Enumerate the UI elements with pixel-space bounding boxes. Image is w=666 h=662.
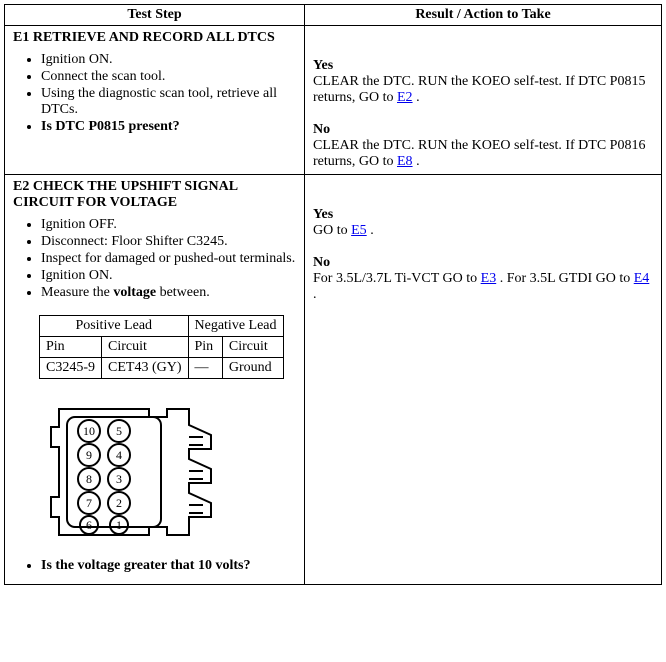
- pin-label: 2: [116, 496, 122, 510]
- list-item: Disconnect: Floor Shifter C3245.: [41, 234, 296, 250]
- list-item: Using the diagnostic scan tool, retrieve…: [41, 86, 296, 118]
- link-e4[interactable]: E4: [634, 271, 650, 286]
- list-item: Ignition ON.: [41, 268, 296, 284]
- e2-question: Is the voltage greater that 10 volts?: [41, 558, 250, 573]
- yes-label: Yes: [313, 58, 653, 74]
- e1-title: E1 RETRIEVE AND RECORD ALL DTCS: [13, 30, 296, 46]
- link-e8[interactable]: E8: [397, 154, 413, 169]
- row-e2: E2 CHECK THE UPSHIFT SIGNAL CIRCUIT FOR …: [5, 175, 662, 585]
- no-label: No: [313, 255, 653, 271]
- pin-label: 7: [86, 496, 92, 510]
- no-label: No: [313, 122, 653, 138]
- list-item: Ignition OFF.: [41, 217, 296, 233]
- e2-title: E2 CHECK THE UPSHIFT SIGNAL CIRCUIT FOR …: [13, 179, 296, 211]
- e2-steps: Ignition OFF. Disconnect: Floor Shifter …: [13, 217, 296, 301]
- pinpoint-test-table: Test Step Result / Action to Take E1 RET…: [4, 4, 662, 585]
- list-item: Is the voltage greater that 10 volts?: [41, 558, 296, 574]
- neg-circuit: Ground: [222, 358, 283, 379]
- list-item: Inspect for damaged or pushed-out termin…: [41, 251, 296, 267]
- e2-yes-text: GO to E5 .: [313, 223, 653, 239]
- pin-header: Pin: [40, 337, 102, 358]
- e1-no-block: No CLEAR the DTC. RUN the KOEO self-test…: [313, 122, 653, 170]
- e1-no-text: CLEAR the DTC. RUN the KOEO self-test. I…: [313, 138, 653, 170]
- negative-lead-header: Negative Lead: [188, 316, 283, 337]
- pin-label: 5: [116, 424, 122, 438]
- e1-yes-text: CLEAR the DTC. RUN the KOEO self-test. I…: [313, 74, 653, 106]
- yes-label: Yes: [313, 207, 653, 223]
- neg-pin: —: [188, 358, 222, 379]
- circuit-header: Circuit: [102, 337, 189, 358]
- link-e5[interactable]: E5: [351, 223, 367, 238]
- e2-no-text: For 3.5L/3.7L Ti-VCT GO to E3 . For 3.5L…: [313, 271, 653, 303]
- header-result: Result / Action to Take: [305, 5, 662, 26]
- circuit-header: Circuit: [222, 337, 283, 358]
- pin-label: 10: [83, 424, 95, 438]
- pin-label: 1: [116, 518, 122, 532]
- row-e1: E1 RETRIEVE AND RECORD ALL DTCS Ignition…: [5, 26, 662, 175]
- pin-label: 6: [86, 518, 92, 532]
- pin-label: 8: [86, 472, 92, 486]
- e2-yes-block: Yes GO to E5 .: [313, 207, 653, 239]
- e1-question: Is DTC P0815 present?: [41, 119, 180, 134]
- e1-yes-block: Yes CLEAR the DTC. RUN the KOEO self-tes…: [313, 58, 653, 106]
- list-item: Ignition ON.: [41, 52, 296, 68]
- positive-lead-header: Positive Lead: [40, 316, 189, 337]
- pos-circuit: CET43 (GY): [102, 358, 189, 379]
- pin-header: Pin: [188, 337, 222, 358]
- pin-label: 4: [116, 448, 122, 462]
- list-item: Is DTC P0815 present?: [41, 119, 296, 135]
- list-item: Measure the voltage between.: [41, 285, 296, 301]
- lead-table: Positive Lead Negative Lead Pin Circuit …: [39, 315, 284, 379]
- connector-diagram: 10 5 9 4 8 3 7 2 6 1: [39, 397, 296, 552]
- list-item: Connect the scan tool.: [41, 69, 296, 85]
- link-e2[interactable]: E2: [397, 90, 413, 105]
- header-test-step: Test Step: [5, 5, 305, 26]
- pos-pin: C3245-9: [40, 358, 102, 379]
- link-e3[interactable]: E3: [481, 271, 497, 286]
- e2-no-block: No For 3.5L/3.7L Ti-VCT GO to E3 . For 3…: [313, 255, 653, 303]
- pin-label: 9: [86, 448, 92, 462]
- e1-steps: Ignition ON. Connect the scan tool. Usin…: [13, 52, 296, 135]
- pin-label: 3: [116, 472, 122, 486]
- e2-question-list: Is the voltage greater that 10 volts?: [13, 558, 296, 574]
